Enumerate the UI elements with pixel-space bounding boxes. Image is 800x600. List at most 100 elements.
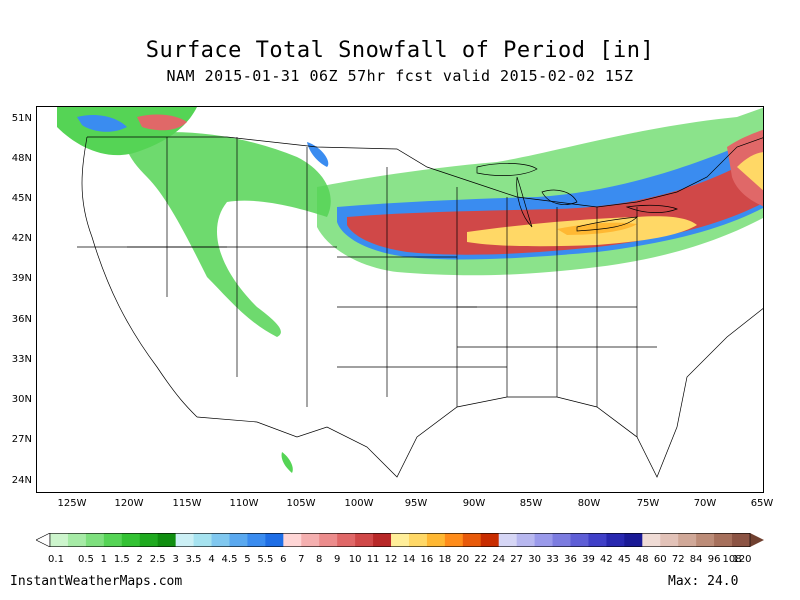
legend-label: 20 bbox=[456, 554, 470, 565]
lat-label: 48N bbox=[11, 153, 32, 164]
legend-swatch bbox=[50, 533, 69, 547]
snowfall-shading bbox=[57, 107, 763, 473]
legend-swatch bbox=[211, 533, 230, 547]
legend-label: 0.1 bbox=[48, 554, 64, 565]
legend-swatch bbox=[139, 533, 159, 547]
legend-swatch bbox=[732, 533, 751, 547]
legend-swatch bbox=[696, 533, 715, 547]
legend-swatch bbox=[121, 533, 141, 547]
map-graphic bbox=[57, 107, 763, 478]
legend-label: 3.5 bbox=[185, 554, 202, 565]
legend-swatch bbox=[247, 533, 266, 547]
lat-label: 36N bbox=[11, 314, 32, 325]
legend-swatch bbox=[355, 533, 374, 547]
lon-label: 120W bbox=[114, 498, 144, 509]
lat-label: 30N bbox=[11, 394, 32, 405]
legend-swatch bbox=[624, 533, 643, 547]
lon-label: 125W bbox=[57, 498, 87, 509]
legend-label: 33 bbox=[546, 554, 559, 565]
legend-label: 72 bbox=[671, 554, 685, 565]
legend-label: 1 bbox=[100, 554, 108, 565]
legend-swatch bbox=[534, 533, 554, 547]
legend-label: 120 bbox=[732, 554, 752, 565]
legend-swatch bbox=[408, 533, 428, 547]
legend-label: 16 bbox=[420, 554, 434, 565]
legend-swatch bbox=[426, 533, 446, 547]
legend-swatch bbox=[337, 533, 356, 547]
legend-label: 42 bbox=[600, 554, 613, 565]
legend-swatch bbox=[229, 533, 248, 547]
lon-label: 70W bbox=[693, 498, 717, 509]
legend-swatch bbox=[498, 533, 518, 547]
legend-swatch bbox=[480, 533, 500, 547]
lon-label: 95W bbox=[404, 498, 428, 509]
legend-swatch bbox=[103, 533, 123, 547]
legend-swatch bbox=[462, 533, 482, 547]
legend-swatch bbox=[265, 533, 284, 547]
lat-label: 51N bbox=[11, 113, 32, 124]
legend-label: 5 bbox=[244, 554, 251, 565]
legend-label: 12 bbox=[384, 554, 398, 565]
max-value: Max: 24.0 bbox=[668, 574, 739, 589]
legend-label: 9 bbox=[333, 554, 341, 565]
lat-label: 33N bbox=[11, 354, 32, 365]
boundaries bbox=[77, 136, 763, 478]
legend-label: 3 bbox=[172, 554, 179, 565]
legend-label: 4 bbox=[208, 554, 215, 565]
snowfall-map bbox=[36, 106, 764, 493]
legend-swatch bbox=[552, 533, 572, 547]
legend-low-arrow bbox=[36, 533, 51, 547]
legend-swatch bbox=[444, 533, 464, 547]
legend-label: 14 bbox=[402, 554, 416, 565]
legend-label: 45 bbox=[617, 554, 631, 565]
color-legend bbox=[36, 533, 764, 547]
legend-swatch bbox=[283, 533, 302, 547]
lat-label: 45N bbox=[11, 193, 32, 204]
legend-label: 36 bbox=[564, 554, 577, 565]
lon-label: 115W bbox=[172, 498, 202, 509]
lon-label: 100W bbox=[344, 498, 374, 509]
legend-label: 108 bbox=[722, 554, 742, 565]
lon-label: 75W bbox=[636, 498, 660, 509]
legend-label: 27 bbox=[510, 554, 524, 565]
legend-label: 22 bbox=[474, 554, 488, 565]
legend-swatch bbox=[319, 533, 338, 547]
lon-label: 65W bbox=[750, 498, 774, 509]
legend-label: 48 bbox=[635, 554, 649, 565]
legend-label: 96 bbox=[707, 554, 721, 565]
legend-label: 7 bbox=[298, 554, 305, 565]
legend-label: 1.5 bbox=[113, 554, 130, 565]
legend-swatch bbox=[193, 533, 213, 547]
great-lakes bbox=[476, 163, 678, 232]
legend-label: 30 bbox=[528, 554, 541, 565]
lon-label: 90W bbox=[462, 498, 486, 509]
lat-label: 24N bbox=[11, 475, 32, 486]
chart-subtitle: NAM 2015-01-31 06Z 57hr fcst valid 2015-… bbox=[166, 67, 634, 85]
legend-label: 6 bbox=[280, 554, 287, 565]
legend-swatch bbox=[570, 533, 589, 547]
legend-swatch bbox=[714, 533, 733, 547]
legend-swatch bbox=[391, 533, 410, 547]
legend-label: 8 bbox=[316, 554, 323, 565]
legend-swatch bbox=[301, 533, 320, 547]
chart-title: Surface Total Snowfall of Period [in] bbox=[145, 38, 655, 63]
legend-swatch bbox=[660, 533, 679, 547]
legend-high-arrow bbox=[750, 533, 764, 547]
legend-swatch bbox=[642, 533, 661, 547]
lon-label: 80W bbox=[577, 498, 601, 509]
legend-label: 24 bbox=[492, 554, 506, 565]
legend-label: 11 bbox=[366, 554, 380, 565]
legend-label: 0.5 bbox=[77, 554, 94, 565]
legend-swatch bbox=[175, 533, 195, 547]
legend-label: 39 bbox=[582, 554, 595, 565]
legend-swatch bbox=[606, 533, 625, 547]
legend-swatch bbox=[373, 533, 392, 547]
lat-label: 39N bbox=[11, 273, 32, 284]
site-credit: InstantWeatherMaps.com bbox=[10, 574, 183, 589]
legend-label: 60 bbox=[653, 554, 667, 565]
legend-swatch bbox=[588, 533, 607, 547]
legend-label: 2.5 bbox=[149, 554, 166, 565]
legend-label: 10 bbox=[348, 554, 362, 565]
lon-label: 110W bbox=[229, 498, 259, 509]
legend-label: 84 bbox=[689, 554, 703, 565]
